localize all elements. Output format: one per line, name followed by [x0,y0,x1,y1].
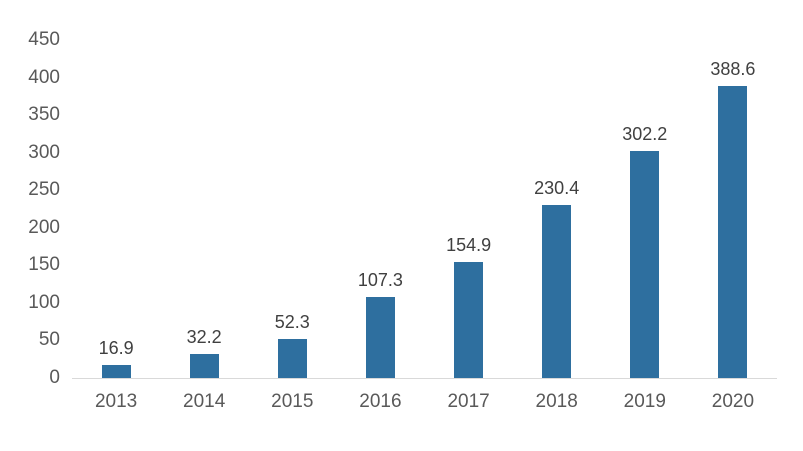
data-label-2015: 52.3 [274,312,310,332]
bar-2013 [101,365,131,378]
data-label-2020: 388.6 [710,59,756,79]
data-label-2016: 107.3 [357,270,403,290]
data-label-2013: 16.9 [98,338,134,358]
data-label-2017: 154.9 [446,235,492,255]
data-label-2019: 302.2 [622,124,668,144]
x-tick-label-2018: 2018 [535,391,578,412]
y-tick-label: 150 [28,254,60,276]
x-tick-label-2019: 2019 [623,391,666,412]
bar-2015 [277,339,307,378]
x-tick-label-2013: 2013 [94,391,138,412]
bar-2018 [542,205,572,378]
y-tick-label: 400 [28,66,60,88]
data-label-2014: 32.2 [186,327,222,347]
x-tick-label-2020: 2020 [711,391,755,412]
x-tick-label-2016: 2016 [359,391,402,412]
y-tick-label: 200 [28,216,60,238]
y-tick-label: 0 [49,367,60,388]
bar-2016 [365,297,395,378]
bar-2019 [630,151,660,378]
bar-2017 [454,262,484,378]
y-tick-label: 250 [28,179,60,201]
x-tick-label-2014: 2014 [183,391,226,412]
x-tick-label-2017: 2017 [447,391,490,412]
y-tick-label: 450 [28,29,60,50]
y-tick-label: 300 [28,141,60,163]
plot-area [72,40,777,379]
y-tick-label: 350 [28,104,60,126]
data-label-2018: 230.4 [534,178,580,198]
y-tick-label: 50 [38,329,60,351]
bar-2020 [718,86,748,378]
x-tick-label-2015: 2015 [271,391,314,412]
bar-2014 [189,354,219,378]
y-tick-label: 100 [28,291,60,313]
